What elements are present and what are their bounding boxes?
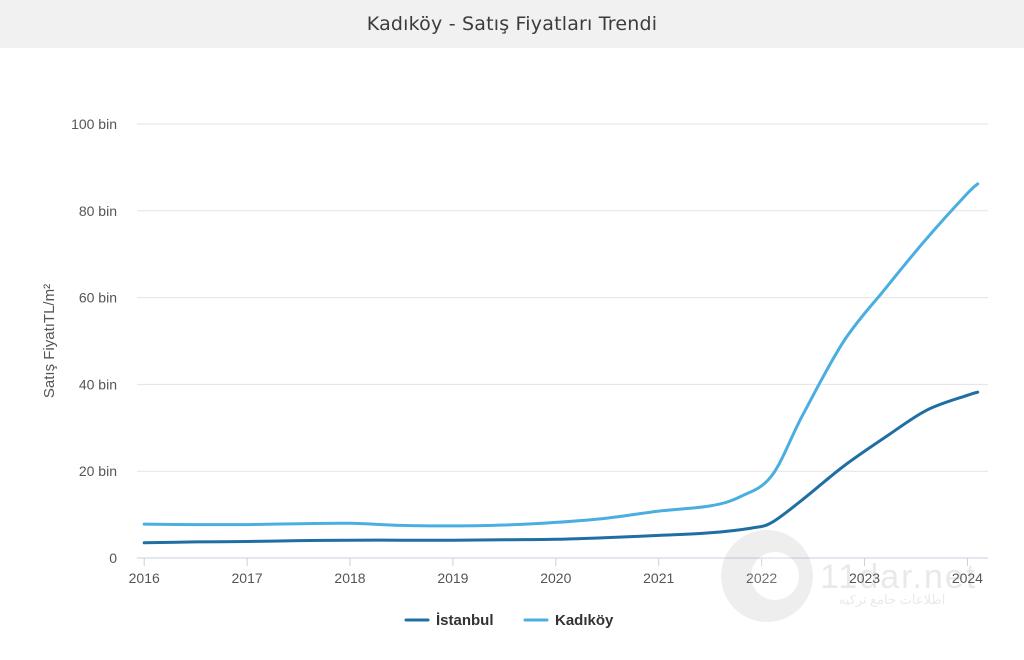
x-tick-label: 2022 [746, 570, 777, 586]
x-tick-label: 2021 [643, 570, 674, 586]
x-tick-label: 2023 [849, 570, 880, 586]
legend-item-kadikoy[interactable]: Kadıköy [523, 612, 614, 629]
grid-lines [137, 123, 988, 472]
legend: İstanbul Kadıköy [404, 612, 614, 629]
watermark-seal [721, 530, 813, 622]
chart-title: Kadıköy - Satış Fiyatları Trendi [366, 13, 658, 35]
y-tick-label: 20 bin [79, 463, 117, 479]
x-tick-label: 2019 [437, 570, 468, 586]
watermark-tagline: اطلاعات جامع ترکیه [839, 592, 946, 608]
y-tick-label: 80 bin [79, 203, 117, 219]
legend-label: İstanbul [436, 612, 494, 629]
y-axis-tick-labels: 0 20 bin 40 bin 60 bin 80 bin 100 bin [71, 116, 117, 566]
watermark-brand: 11dar.net [820, 558, 977, 596]
watermark: 11dar.net اطلاعات جامع ترکیه [721, 530, 977, 622]
series-line-kadikoy[interactable] [142, 182, 980, 528]
y-tick-label: 100 bin [71, 116, 117, 132]
y-tick-label: 40 bin [79, 376, 117, 392]
series-line-istanbul[interactable] [142, 390, 980, 545]
legend-item-istanbul[interactable]: İstanbul [404, 612, 494, 629]
y-axis-title: Satış FiyatıTL/m² [41, 284, 58, 398]
watermark-crescent-cut [751, 552, 799, 600]
x-tick-label: 2017 [232, 570, 263, 586]
y-tick-label: 60 bin [79, 290, 117, 306]
series-lines [142, 182, 980, 545]
x-axis: 2016 2017 2018 2019 2020 2021 2022 2023 2024 [129, 557, 988, 586]
chart-area: 0 20 bin 40 bin 60 bin 80 bin 100 bin 2016 201… [0, 48, 1024, 655]
x-tick-label: 2020 [540, 570, 571, 586]
x-tick-label: 2024 [952, 570, 983, 586]
x-tick-label: 2016 [129, 570, 160, 586]
y-tick-label: 0 [109, 550, 117, 566]
legend-label: Kadıköy [555, 612, 614, 629]
chart-header: Kadıköy - Satış Fiyatları Trendi [0, 0, 1024, 48]
x-tick-label: 2018 [334, 570, 365, 586]
